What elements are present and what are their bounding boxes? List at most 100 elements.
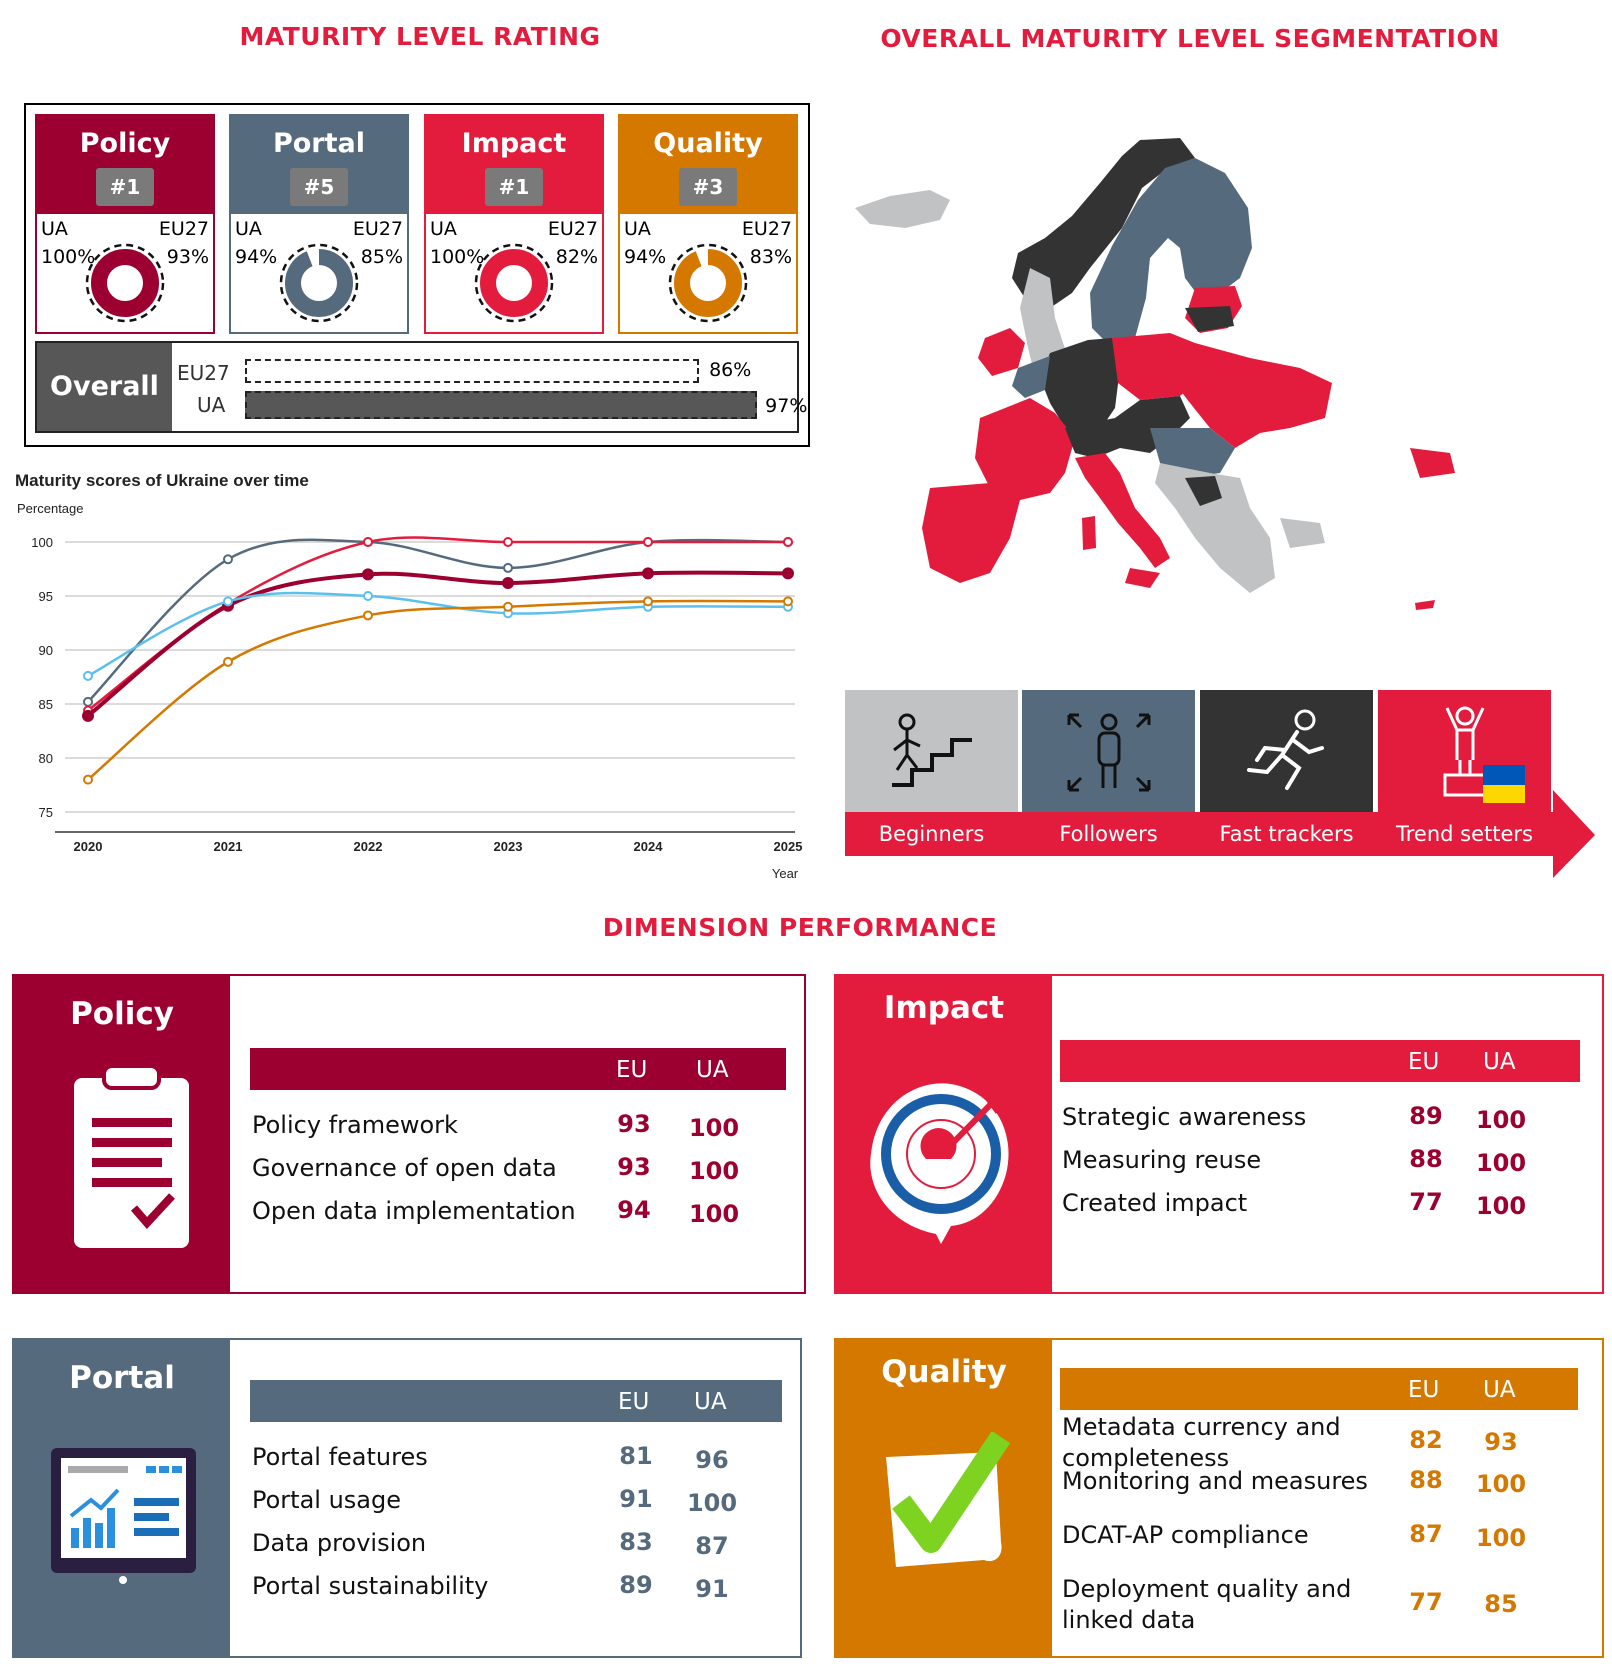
dimension-row-label: Data provision — [252, 1529, 427, 1557]
segment-fast-trackers — [1200, 690, 1373, 812]
eu-dashed-ring — [668, 243, 748, 323]
x-tick-label: 2022 — [354, 839, 383, 854]
data-point — [363, 610, 373, 621]
ua-ring — [480, 249, 548, 317]
eu-value: 85% — [360, 246, 403, 268]
dimension-row-ua-value: 96 — [695, 1446, 729, 1474]
dimension-row-eu-value: 88 — [1409, 1466, 1443, 1494]
ua-column-header: UA — [1483, 1377, 1516, 1403]
dimension-row-eu-value: 94 — [617, 1196, 651, 1224]
data-point — [223, 554, 233, 565]
map-ukraine-east — [1180, 343, 1332, 448]
dimension-row-label: Created impact — [1062, 1189, 1248, 1217]
map-norway — [1012, 138, 1195, 308]
segment-band — [845, 812, 1555, 856]
series-line-1 — [87, 536, 788, 712]
dimension-row-eu-value: 87 — [1409, 1520, 1443, 1548]
rating-card-header: Portal #5 — [231, 116, 407, 214]
y-axis-label: Percentage — [17, 501, 84, 516]
ua-value: 100% — [41, 246, 96, 268]
segment-beginners — [845, 690, 1018, 812]
data-point — [223, 596, 233, 607]
overall-label: Overall — [37, 343, 172, 431]
ua-label: UA — [41, 218, 68, 240]
dimension-row-ua-value: 100 — [688, 1157, 740, 1185]
data-point — [503, 601, 513, 612]
eu-column-header: EU — [1408, 1049, 1440, 1075]
dimension-row-ua-value: 100 — [688, 1200, 740, 1228]
dimension-row-label: Monitoring and measures — [1062, 1467, 1368, 1495]
series-line-4 — [87, 599, 789, 781]
y-tick-label: 90 — [39, 643, 53, 658]
dimension-row-label: Policy framework — [252, 1111, 458, 1139]
dimension-row-ua-value: 91 — [695, 1575, 729, 1603]
dimension-row-eu-value: 93 — [617, 1110, 651, 1138]
ua-column-header: UA — [1483, 1049, 1516, 1075]
dimension-row-label: Metadata currency and completeness — [1062, 1413, 1341, 1472]
y-tick-label: 100 — [31, 535, 53, 550]
x-tick-label: 2023 — [494, 839, 523, 854]
eu-value: 82% — [555, 246, 598, 268]
eu-dashed-ring — [279, 243, 359, 323]
eu-label: EU27 — [547, 218, 598, 240]
dimension-row-eu-value: 89 — [619, 1571, 653, 1599]
dimension-panel-policy: Policy EU UA Policy framework 93 100 Gov… — [12, 974, 806, 1294]
series-line-3 — [87, 591, 789, 678]
dimension-row-ua-value: 100 — [1475, 1149, 1527, 1177]
map-france — [975, 398, 1075, 500]
dimension-side-band: Policy — [14, 976, 230, 1292]
segment-label: Trend setters — [1396, 822, 1533, 846]
rating-card-quality: Quality #3 UA EU27 94% 83% — [618, 114, 798, 334]
data-point — [83, 670, 93, 681]
rating-card-portal: Portal #5 UA EU27 94% 85% — [229, 114, 409, 334]
dimension-panel-portal: Portal EU UA Portal features 81 96 Porta… — [12, 1338, 802, 1658]
donut-gauge — [668, 243, 748, 323]
dimension-side-band: Quality — [836, 1340, 1052, 1656]
dashboard-screen-icon — [51, 1448, 196, 1584]
podium-winner-icon — [1443, 706, 1525, 803]
data-point — [362, 568, 374, 581]
ua-value: 94% — [235, 246, 278, 268]
map-balkans — [1155, 463, 1275, 593]
x-axis-label: Year — [772, 866, 799, 881]
segmentation-title: OVERALL MATURITY LEVEL SEGMENTATION — [880, 24, 1500, 53]
series-line-2 — [86, 570, 789, 718]
rating-card-impact: Impact #1 UA EU27 100% 82% — [424, 114, 604, 334]
dimension-row-ua-value: 100 — [1475, 1192, 1527, 1220]
rating-card-header: Policy #1 — [37, 116, 213, 214]
data-point — [83, 774, 93, 785]
dimension-row-label: DCAT-AP compliance — [1062, 1521, 1309, 1549]
dimension-side-band: Portal — [14, 1340, 230, 1656]
ua-ring — [674, 249, 742, 317]
dimension-table-header: EU UA — [250, 1048, 786, 1090]
ua-column-header: UA — [694, 1389, 727, 1415]
rating-rank-badge: #3 — [679, 168, 737, 206]
dimension-row-eu-value: 77 — [1409, 1588, 1443, 1616]
rating-rank-badge: #1 — [96, 168, 154, 206]
segment-trend-setters — [1378, 690, 1551, 812]
data-point — [643, 537, 653, 547]
eu-column-header: EU — [618, 1389, 650, 1415]
ua-label: UA — [430, 218, 457, 240]
eu-value: 83% — [749, 246, 792, 268]
map-iberia — [922, 483, 1020, 583]
dimension-row-ua-value: 100 — [1475, 1524, 1527, 1552]
ua-label: UA — [235, 218, 262, 240]
eu-dashed-ring — [85, 243, 165, 323]
dimension-row-eu-value: 89 — [1409, 1102, 1443, 1130]
data-point — [503, 562, 513, 573]
europe-map — [855, 138, 1455, 610]
rating-card-policy: Policy #1 UA EU27 100% 93% — [35, 114, 215, 334]
overall-ua-bar — [245, 391, 758, 419]
data-point — [223, 656, 233, 667]
dimension-row-ua-value: 100 — [686, 1489, 738, 1517]
segment-label: Followers — [1059, 822, 1158, 846]
y-tick-label: 80 — [39, 751, 53, 766]
ua-value: 94% — [624, 246, 667, 268]
eu-value: 93% — [166, 246, 209, 268]
x-tick-label: 2024 — [634, 839, 664, 854]
dimension-row-label: Governance of open data — [252, 1154, 557, 1182]
target-icon — [870, 1083, 1009, 1244]
data-point — [642, 567, 654, 580]
maturity-over-time-chart: Maturity scores of Ukraine over time Perc… — [15, 471, 802, 881]
